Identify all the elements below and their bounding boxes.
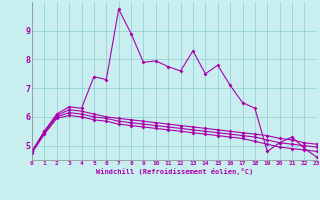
X-axis label: Windchill (Refroidissement éolien,°C): Windchill (Refroidissement éolien,°C) — [96, 168, 253, 175]
